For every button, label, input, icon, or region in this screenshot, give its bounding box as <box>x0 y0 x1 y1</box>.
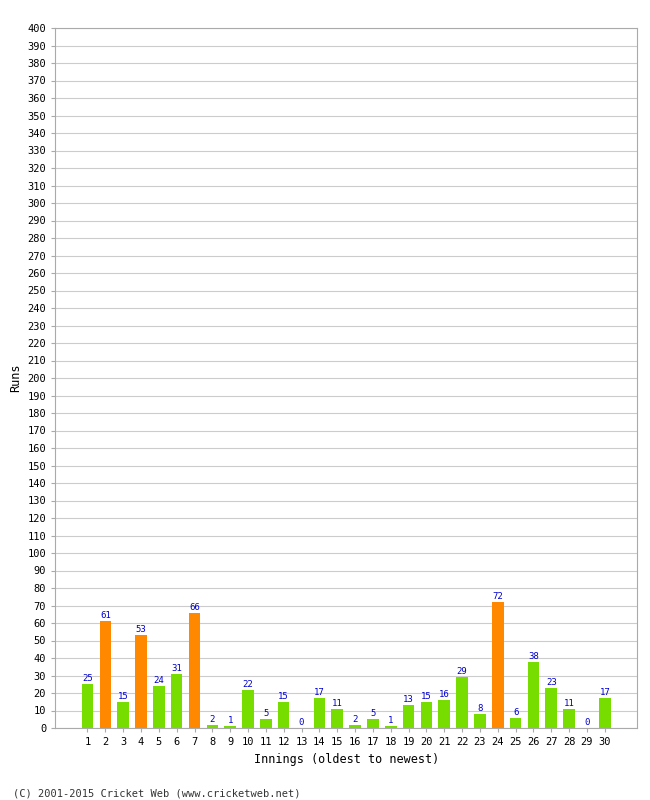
Bar <box>171 674 183 728</box>
Text: 8: 8 <box>477 704 482 713</box>
Bar <box>385 726 396 728</box>
Text: 53: 53 <box>136 626 146 634</box>
Bar <box>564 709 575 728</box>
Bar <box>224 726 236 728</box>
Bar <box>349 725 361 728</box>
Text: 11: 11 <box>564 699 575 708</box>
Bar <box>421 702 432 728</box>
Text: 0: 0 <box>299 718 304 727</box>
Text: 11: 11 <box>332 699 343 708</box>
Bar <box>332 709 343 728</box>
Text: 24: 24 <box>153 676 164 685</box>
Text: 2: 2 <box>352 714 358 724</box>
Bar <box>403 706 414 728</box>
Bar <box>528 662 540 728</box>
Text: 38: 38 <box>528 652 539 661</box>
Bar <box>207 725 218 728</box>
Text: 15: 15 <box>278 692 289 701</box>
Text: 72: 72 <box>492 592 503 601</box>
Text: 5: 5 <box>263 710 268 718</box>
Bar <box>313 698 325 728</box>
Text: 1: 1 <box>227 716 233 726</box>
Text: 23: 23 <box>546 678 556 687</box>
Bar <box>260 719 272 728</box>
Bar <box>242 690 254 728</box>
Text: 29: 29 <box>457 667 467 676</box>
Y-axis label: Runs: Runs <box>9 364 22 392</box>
Bar <box>474 714 486 728</box>
Bar <box>99 622 111 728</box>
Bar <box>492 602 504 728</box>
Bar <box>599 698 610 728</box>
Bar <box>510 718 521 728</box>
Text: (C) 2001-2015 Cricket Web (www.cricketweb.net): (C) 2001-2015 Cricket Web (www.cricketwe… <box>13 788 300 798</box>
Text: 6: 6 <box>513 708 518 717</box>
Text: 22: 22 <box>242 680 254 689</box>
Bar <box>439 700 450 728</box>
Text: 13: 13 <box>403 695 414 704</box>
Text: 17: 17 <box>599 688 610 698</box>
Text: 5: 5 <box>370 710 376 718</box>
Text: 2: 2 <box>210 714 215 724</box>
Text: 66: 66 <box>189 602 200 612</box>
Text: 16: 16 <box>439 690 450 699</box>
Text: 15: 15 <box>118 692 129 701</box>
Bar <box>188 613 200 728</box>
Bar <box>545 688 557 728</box>
Bar <box>456 678 468 728</box>
Bar <box>135 635 147 728</box>
Text: 25: 25 <box>82 674 93 683</box>
Text: 1: 1 <box>388 716 393 726</box>
X-axis label: Innings (oldest to newest): Innings (oldest to newest) <box>254 753 439 766</box>
Text: 31: 31 <box>172 664 182 673</box>
Bar <box>153 686 164 728</box>
Bar <box>82 684 94 728</box>
Bar <box>278 702 289 728</box>
Text: 61: 61 <box>100 611 110 620</box>
Text: 15: 15 <box>421 692 432 701</box>
Text: 17: 17 <box>314 688 325 698</box>
Bar <box>118 702 129 728</box>
Text: 0: 0 <box>584 718 590 727</box>
Bar <box>367 719 379 728</box>
